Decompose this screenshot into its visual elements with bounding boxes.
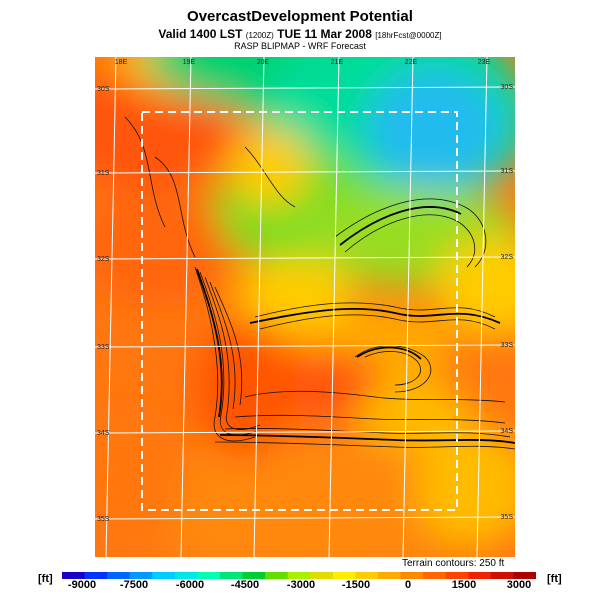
color-scale-tick-label: -1500 <box>341 579 371 591</box>
color-scale-swatch <box>378 572 402 579</box>
unit-label-right: [ft] <box>547 573 562 585</box>
unit-label-left: [ft] <box>38 573 53 585</box>
color-scale-bar <box>62 572 536 579</box>
inner-domain-boundary <box>141 111 458 511</box>
forecast-map: 18E19E20E21E22E23E18E19E20E21E30S31S32S3… <box>95 57 515 557</box>
forecast-hour: [18hrFcst@0000Z] <box>375 31 442 40</box>
color-scale-swatch <box>152 572 176 579</box>
longitude-label-top: 20E <box>257 59 270 66</box>
lat-lon-labels: 18E19E20E21E22E23E18E19E20E21E30S31S32S3… <box>97 59 514 523</box>
color-scale-tick-label: -3000 <box>286 579 316 591</box>
terrain-contour-note: Terrain contours: 250 ft <box>402 558 505 569</box>
color-scale-swatch <box>107 572 131 579</box>
color-scale-tick-label: 1500 <box>451 579 477 591</box>
utc-time: (1200Z) <box>245 31 274 40</box>
color-scale-tick-label: -9000 <box>67 579 97 591</box>
color-scale-tick-label: -6000 <box>175 579 205 591</box>
color-scale-tick-label: 0 <box>404 579 412 591</box>
longitude-line <box>476 57 488 557</box>
page-title: OvercastDevelopment Potential <box>187 8 413 25</box>
color-scale-tick-label: -4500 <box>230 579 260 591</box>
longitude-line <box>402 57 414 557</box>
color-scale-swatch <box>265 572 289 579</box>
color-scale-swatch <box>84 572 108 579</box>
latitude-line <box>95 430 515 434</box>
color-scale-swatch <box>355 572 379 579</box>
latitude-label-right: 35S <box>501 514 514 521</box>
color-scale-swatch <box>242 572 266 579</box>
longitude-label-top: 18E <box>115 59 128 66</box>
longitude-line <box>328 57 340 557</box>
color-scale-swatch <box>174 572 199 579</box>
longitude-line <box>180 57 192 557</box>
longitude-line <box>253 57 265 557</box>
color-scale-tick-label: -7500 <box>119 579 149 591</box>
latitude-line <box>95 170 515 174</box>
color-scale-swatch <box>332 572 357 579</box>
color-scale-swatch <box>287 572 311 579</box>
longitude-label-top: 22E <box>405 59 418 66</box>
color-scale-swatch <box>513 572 536 579</box>
latitude-line <box>95 344 515 348</box>
latitude-line <box>95 86 515 90</box>
latitude-label-right: 31S <box>501 168 514 175</box>
latitude-label-left: 35S <box>97 516 110 523</box>
forecast-source: RASP BLIPMAP - WRF Forecast <box>234 41 366 51</box>
latitude-label-left: 34S <box>97 430 110 437</box>
terrain-contours-major <box>196 206 515 444</box>
latitude-label-left: 30S <box>97 86 110 93</box>
latitude-label-right: 30S <box>501 84 514 91</box>
forecast-date: TUE 11 Mar 2008 <box>277 27 372 41</box>
latitude-label-left: 32S <box>97 256 110 263</box>
color-scale-tick-label: 3000 <box>506 579 532 591</box>
latitude-label-left: 31S <box>97 170 110 177</box>
latitude-line <box>95 256 515 260</box>
color-scale-swatch <box>400 572 424 579</box>
longitude-label-top: 23E <box>478 59 491 66</box>
latitude-label-right: 33S <box>501 342 514 349</box>
longitude-label-top: 21E <box>331 59 344 66</box>
latitude-label-right: 34S <box>501 428 514 435</box>
latitude-label-left: 33S <box>97 344 110 351</box>
lat-lon-grid <box>95 57 515 557</box>
color-scale-swatch <box>490 572 515 579</box>
color-scale-swatch <box>62 572 86 579</box>
longitude-label-top: 19E <box>183 59 196 66</box>
color-scale-swatch <box>129 572 153 579</box>
valid-time-line: Valid 1400 LST (1200Z) TUE 11 Mar 2008 [… <box>0 27 600 41</box>
valid-time: Valid 1400 LST <box>158 27 243 41</box>
color-scale-swatch <box>468 572 492 579</box>
longitude-line <box>105 57 117 557</box>
color-scale-swatch <box>445 572 469 579</box>
latitude-line <box>95 516 515 520</box>
color-scale-swatch <box>310 572 334 579</box>
color-scale-swatch <box>423 572 447 579</box>
color-scale-swatch <box>197 572 221 579</box>
latitude-label-right: 32S <box>501 254 514 261</box>
terrain-contours <box>124 116 515 450</box>
color-scale-swatch <box>220 572 244 579</box>
